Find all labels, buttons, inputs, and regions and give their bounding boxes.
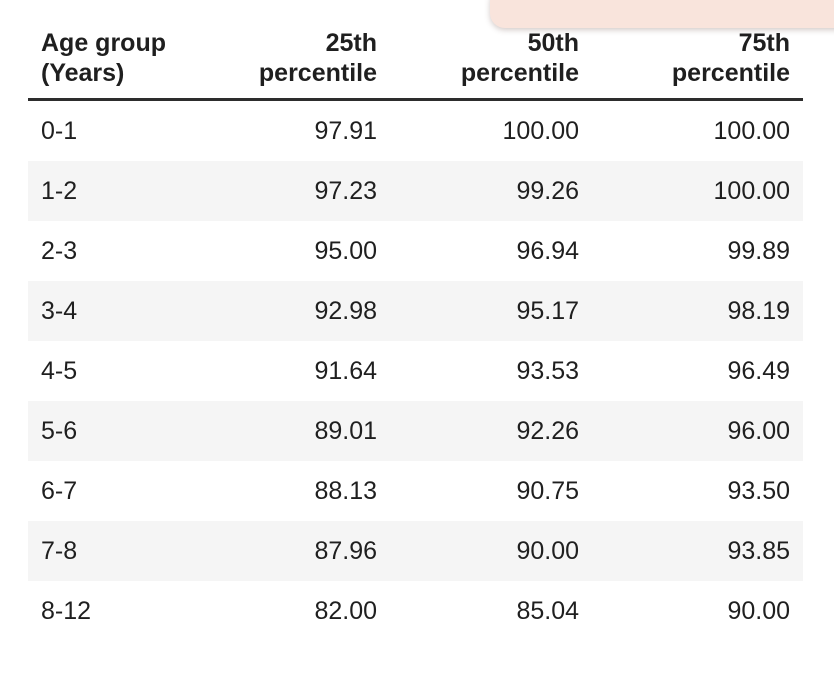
column-header-25th-percentile: 25th percentile (208, 18, 390, 101)
age-group-cell: 3-4 (41, 296, 78, 325)
p25-cell: 82.00 (314, 596, 377, 625)
header-line: (Years) (41, 59, 125, 87)
header-line: Age group (41, 29, 166, 57)
table-row: 3-4 92.98 95.17 98.19 (28, 281, 803, 341)
column-header-75th-percentile: 75th percentile (592, 18, 803, 101)
p75-cell: 93.85 (727, 536, 790, 565)
p50-cell: 96.94 (516, 236, 579, 265)
age-group-cell: 2-3 (41, 236, 78, 265)
table-row: 0-1 97.91 100.00 100.00 (28, 100, 803, 162)
p25-cell: 95.00 (314, 236, 377, 265)
p25-cell: 92.98 (314, 296, 377, 325)
header-line: 50th (527, 29, 579, 57)
age-group-cell: 5-6 (41, 416, 78, 445)
p75-cell: 98.19 (727, 296, 790, 325)
p25-cell: 89.01 (314, 416, 377, 445)
p75-cell: 90.00 (727, 596, 790, 625)
cropped-card[interactable] (490, 0, 834, 28)
table-row: 1-2 97.23 99.26 100.00 (28, 161, 803, 221)
p50-cell: 90.00 (516, 536, 579, 565)
age-group-cell: 8-12 (41, 596, 92, 625)
p50-cell: 95.17 (516, 296, 579, 325)
p50-cell: 99.26 (516, 176, 579, 205)
age-group-cell: 1-2 (41, 176, 78, 205)
header-line: 25th (325, 29, 377, 57)
header-line: 75th (738, 29, 790, 57)
age-group-cell: 0-1 (41, 116, 78, 145)
table-row: 5-6 89.01 92.26 96.00 (28, 401, 803, 461)
column-header-50th-percentile: 50th percentile (390, 18, 592, 101)
p75-cell: 99.89 (727, 236, 790, 265)
table-header: Age group (Years) 25th percentile 50th p… (28, 18, 803, 101)
p75-cell: 100.00 (713, 116, 790, 145)
p75-cell: 96.00 (727, 416, 790, 445)
p50-cell: 92.26 (516, 416, 579, 445)
column-header-age-group: Age group (Years) (28, 18, 208, 101)
p25-cell: 88.13 (314, 476, 377, 505)
p25-cell: 97.91 (314, 116, 377, 145)
percentile-table: Age group (Years) 25th percentile 50th p… (28, 18, 803, 641)
header-line: percentile (460, 59, 579, 87)
table-body: 0-1 97.91 100.00 100.00 1-2 97.23 99.26 … (28, 100, 803, 642)
p50-cell: 100.00 (502, 116, 579, 145)
age-group-cell: 7-8 (41, 536, 78, 565)
p50-cell: 93.53 (516, 356, 579, 385)
table-row: 8-12 82.00 85.04 90.00 (28, 581, 803, 641)
p75-cell: 100.00 (713, 176, 790, 205)
p75-cell: 93.50 (727, 476, 790, 505)
p25-cell: 91.64 (314, 356, 377, 385)
header-line: percentile (671, 59, 790, 87)
table-row: 7-8 87.96 90.00 93.85 (28, 521, 803, 581)
table-row: 4-5 91.64 93.53 96.49 (28, 341, 803, 401)
p50-cell: 85.04 (516, 596, 579, 625)
p75-cell: 96.49 (727, 356, 790, 385)
p25-cell: 87.96 (314, 536, 377, 565)
p25-cell: 97.23 (314, 176, 377, 205)
age-group-cell: 6-7 (41, 476, 78, 505)
table-row: 6-7 88.13 90.75 93.50 (28, 461, 803, 521)
p50-cell: 90.75 (516, 476, 579, 505)
header-line: percentile (258, 59, 377, 87)
age-group-cell: 4-5 (41, 356, 78, 385)
table-row: 2-3 95.00 96.94 99.89 (28, 221, 803, 281)
